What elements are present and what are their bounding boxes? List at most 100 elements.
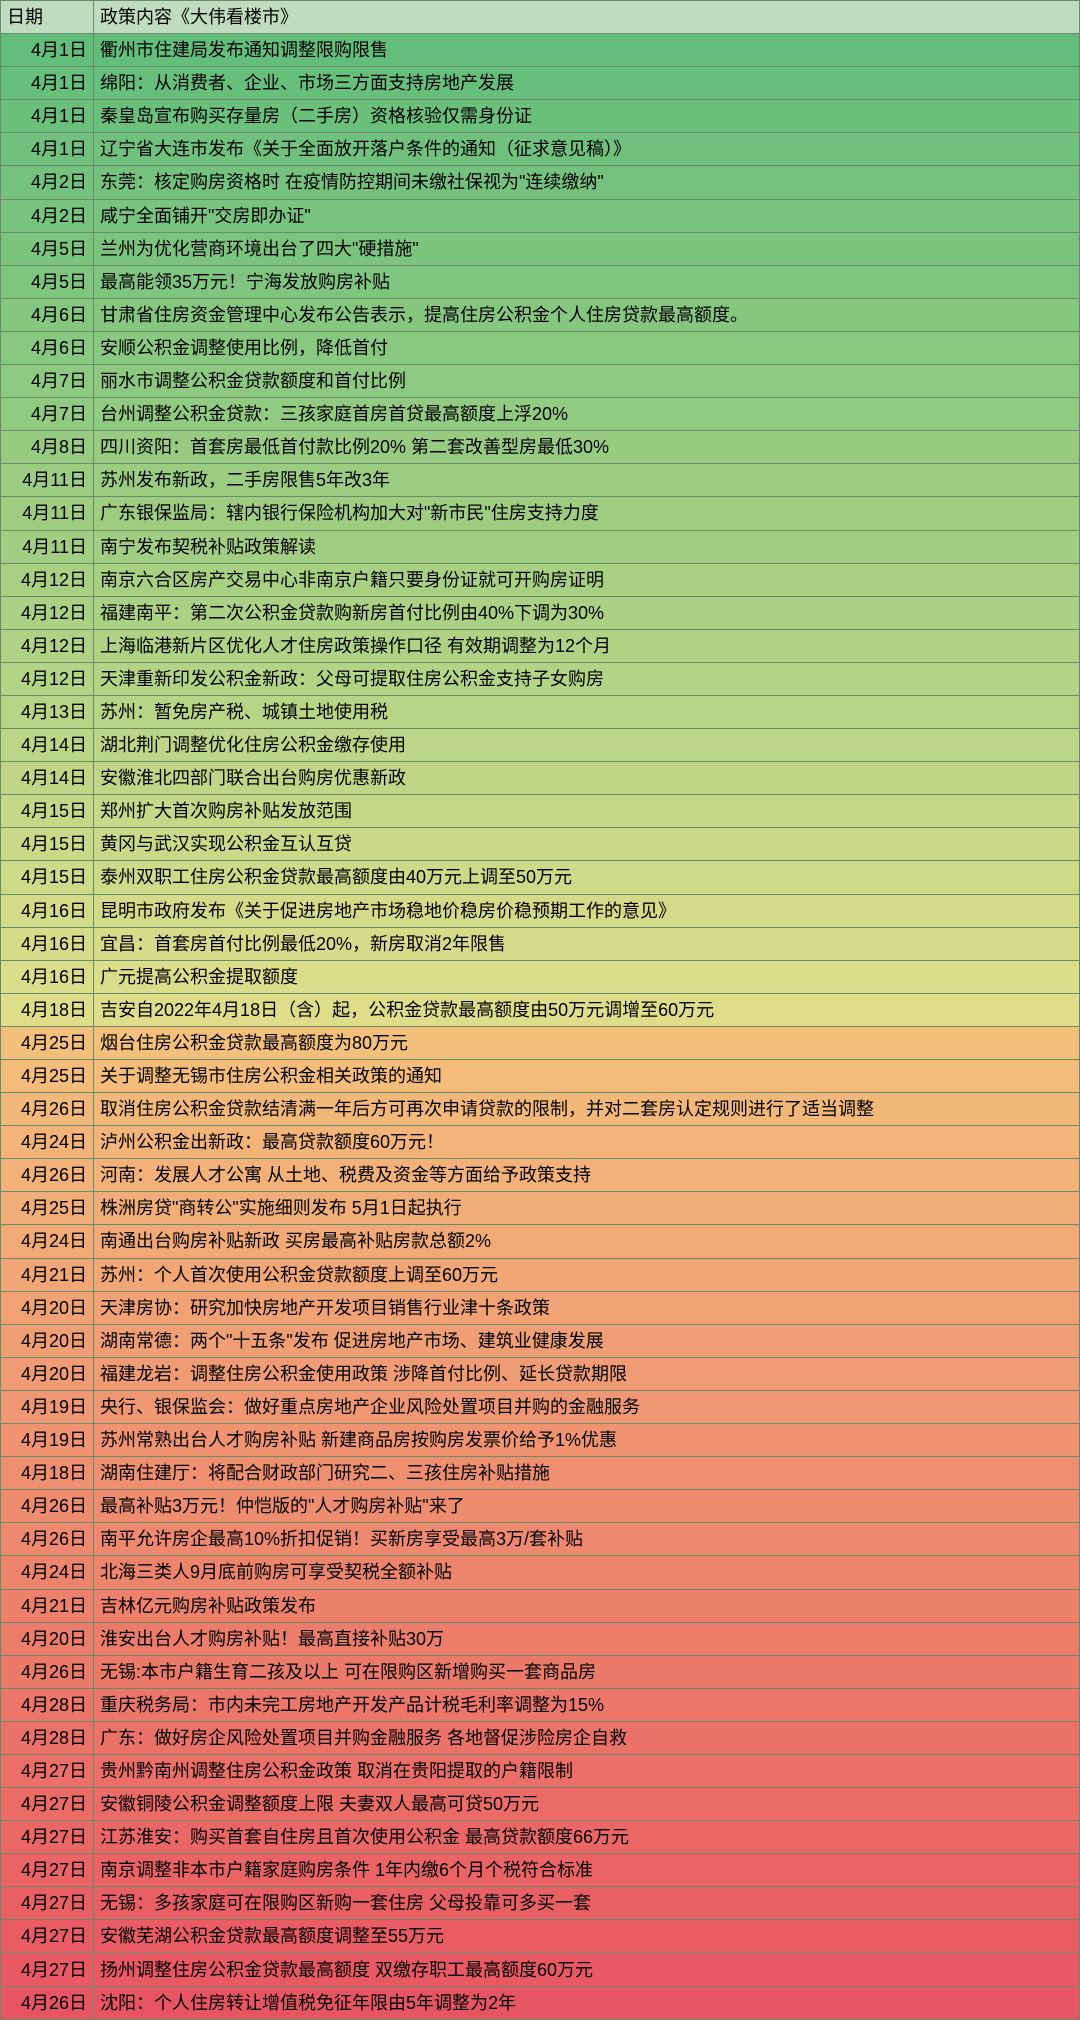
- table-row: 4月6日甘肃省住房资金管理中心发布公告表示，提高住房公积金个人住房贷款最高额度。: [1, 298, 1080, 331]
- table-row: 4月28日重庆税务局：市内未完工房地产开发产品计税毛利率调整为15%: [1, 1688, 1080, 1721]
- content-cell: 关于调整无锡市住房公积金相关政策的通知: [94, 1060, 1080, 1093]
- date-cell: 4月25日: [1, 1060, 94, 1093]
- table-row: 4月15日郑州扩大首次购房补贴发放范围: [1, 795, 1080, 828]
- date-cell: 4月21日: [1, 1589, 94, 1622]
- date-cell: 4月1日: [1, 133, 94, 166]
- date-cell: 4月27日: [1, 1920, 94, 1953]
- content-cell: 黄冈与武汉实现公积金互认互贷: [94, 828, 1080, 861]
- table-row: 4月28日广东：做好房企风险处置项目并购金融服务 各地督促涉险房企自救: [1, 1721, 1080, 1754]
- content-cell: 苏州发布新政，二手房限售5年改3年: [94, 464, 1080, 497]
- table-row: 4月24日南通出台购房补贴新政 买房最高补贴房款总额2%: [1, 1225, 1080, 1258]
- table-row: 4月16日宜昌：首套房首付比例最低20%，新房取消2年限售: [1, 927, 1080, 960]
- date-cell: 4月15日: [1, 795, 94, 828]
- date-cell: 4月20日: [1, 1357, 94, 1390]
- table-row: 4月1日秦皇岛宣布购买存量房（二手房）资格核验仅需身份证: [1, 100, 1080, 133]
- content-cell: 吉安自2022年4月18日（含）起，公积金贷款最高额度由50万元调增至60万元: [94, 993, 1080, 1026]
- date-cell: 4月5日: [1, 265, 94, 298]
- date-cell: 4月12日: [1, 629, 94, 662]
- date-cell: 4月12日: [1, 596, 94, 629]
- table-row: 4月27日安徽芜湖公积金贷款最高额度调整至55万元: [1, 1920, 1080, 1953]
- content-cell: 苏州：暂免房产税、城镇土地使用税: [94, 695, 1080, 728]
- content-cell: 东莞：核定购房资格时 在疫情防控期间未缴社保视为"连续缴纳": [94, 166, 1080, 199]
- content-cell: 吉林亿元购房补贴政策发布: [94, 1589, 1080, 1622]
- table-row: 4月18日吉安自2022年4月18日（含）起，公积金贷款最高额度由50万元调增至…: [1, 993, 1080, 1026]
- table-row: 4月7日台州调整公积金贷款：三孩家庭首房首贷最高额度上浮20%: [1, 398, 1080, 431]
- date-cell: 4月27日: [1, 1821, 94, 1854]
- content-cell: 南通出台购房补贴新政 买房最高补贴房款总额2%: [94, 1225, 1080, 1258]
- table-row: 4月27日贵州黔南州调整住房公积金政策 取消在贵阳提取的户籍限制: [1, 1754, 1080, 1787]
- content-cell: 甘肃省住房资金管理中心发布公告表示，提高住房公积金个人住房贷款最高额度。: [94, 298, 1080, 331]
- table-row: 4月12日南京六合区房产交易中心非南京户籍只要身份证就可开购房证明: [1, 563, 1080, 596]
- content-cell: 央行、银保监会：做好重点房地产企业风险处置项目并购的金融服务: [94, 1390, 1080, 1423]
- table-row: 4月5日兰州为优化营商环境出台了四大"硬措施": [1, 232, 1080, 265]
- content-cell: 兰州为优化营商环境出台了四大"硬措施": [94, 232, 1080, 265]
- content-cell: 秦皇岛宣布购买存量房（二手房）资格核验仅需身份证: [94, 100, 1080, 133]
- date-cell: 4月27日: [1, 1953, 94, 1986]
- content-cell: 南宁发布契税补贴政策解读: [94, 530, 1080, 563]
- table-row: 4月25日株洲房贷"商转公"实施细则发布 5月1日起执行: [1, 1192, 1080, 1225]
- content-cell: 天津房协：研究加快房地产开发项目销售行业津十条政策: [94, 1291, 1080, 1324]
- date-cell: 4月24日: [1, 1225, 94, 1258]
- date-cell: 4月11日: [1, 464, 94, 497]
- content-cell: 安徽芜湖公积金贷款最高额度调整至55万元: [94, 1920, 1080, 1953]
- policy-table: 日期 政策内容《大伟看楼市》 4月1日衢州市住建局发布通知调整限购限售4月1日绵…: [0, 0, 1080, 2020]
- date-cell: 4月1日: [1, 100, 94, 133]
- content-cell: 湖北荆门调整优化住房公积金缴存使用: [94, 729, 1080, 762]
- date-cell: 4月25日: [1, 1192, 94, 1225]
- content-cell: 广元提高公积金提取额度: [94, 960, 1080, 993]
- content-cell: 泰州双职工住房公积金贷款最高额度由40万元上调至50万元: [94, 861, 1080, 894]
- date-cell: 4月19日: [1, 1424, 94, 1457]
- content-cell: 郑州扩大首次购房补贴发放范围: [94, 795, 1080, 828]
- table-row: 4月26日河南：发展人才公寓 从土地、税费及资金等方面给予政策支持: [1, 1159, 1080, 1192]
- table-row: 4月12日福建南平：第二次公积金贷款购新房首付比例由40%下调为30%: [1, 596, 1080, 629]
- table-row: 4月2日咸宁全面铺开"交房即办证": [1, 199, 1080, 232]
- date-cell: 4月20日: [1, 1291, 94, 1324]
- content-cell: 上海临港新片区优化人才住房政策操作口径 有效期调整为12个月: [94, 629, 1080, 662]
- date-cell: 4月24日: [1, 1126, 94, 1159]
- date-cell: 4月25日: [1, 1026, 94, 1059]
- date-cell: 4月15日: [1, 828, 94, 861]
- table-row: 4月24日泸州公积金出新政：最高贷款额度60万元！: [1, 1126, 1080, 1159]
- date-cell: 4月15日: [1, 861, 94, 894]
- table-row: 4月21日苏州：个人首次使用公积金贷款额度上调至60万元: [1, 1258, 1080, 1291]
- table-row: 4月8日四川资阳：首套房最低首付款比例20% 第二套改善型房最低30%: [1, 431, 1080, 464]
- content-cell: 河南：发展人才公寓 从土地、税费及资金等方面给予政策支持: [94, 1159, 1080, 1192]
- content-cell: 最高能领35万元！宁海发放购房补贴: [94, 265, 1080, 298]
- content-cell: 扬州调整住房公积金贷款最高额度 双缴存职工最高额度60万元: [94, 1953, 1080, 1986]
- content-cell: 北海三类人9月底前购房可享受契税全额补贴: [94, 1556, 1080, 1589]
- date-cell: 4月27日: [1, 1788, 94, 1821]
- content-cell: 泸州公积金出新政：最高贷款额度60万元！: [94, 1126, 1080, 1159]
- table-row: 4月27日南京调整非本市户籍家庭购房条件 1年内缴6个月个税符合标准: [1, 1854, 1080, 1887]
- date-cell: 4月27日: [1, 1854, 94, 1887]
- content-cell: 沈阳：个人住房转让增值税免征年限由5年调整为2年: [94, 1986, 1080, 2019]
- content-cell: 烟台住房公积金贷款最高额度为80万元: [94, 1026, 1080, 1059]
- table-row: 4月26日取消住房公积金贷款结清满一年后方可再次申请贷款的限制，并对二套房认定规…: [1, 1093, 1080, 1126]
- content-cell: 安徽铜陵公积金调整额度上限 夫妻双人最高可贷50万元: [94, 1788, 1080, 1821]
- table-row: 4月27日安徽铜陵公积金调整额度上限 夫妻双人最高可贷50万元: [1, 1788, 1080, 1821]
- date-cell: 4月19日: [1, 1390, 94, 1423]
- table-row: 4月26日无锡:本市户籍生育二孩及以上 可在限购区新增购买一套商品房: [1, 1655, 1080, 1688]
- date-cell: 4月27日: [1, 1887, 94, 1920]
- table-row: 4月1日衢州市住建局发布通知调整限购限售: [1, 34, 1080, 67]
- content-cell: 南平允许房企最高10%折扣促销！买新房享受最高3万/套补贴: [94, 1523, 1080, 1556]
- table-row: 4月16日广元提高公积金提取额度: [1, 960, 1080, 993]
- date-cell: 4月18日: [1, 993, 94, 1026]
- table-row: 4月12日上海临港新片区优化人才住房政策操作口径 有效期调整为12个月: [1, 629, 1080, 662]
- content-cell: 南京调整非本市户籍家庭购房条件 1年内缴6个月个税符合标准: [94, 1854, 1080, 1887]
- table-row: 4月14日安徽淮北四部门联合出台购房优惠新政: [1, 762, 1080, 795]
- table-row: 4月18日湖南住建厅：将配合财政部门研究二、三孩住房补贴措施: [1, 1457, 1080, 1490]
- table-row: 4月20日淮安出台人才购房补贴！最高直接补贴30万: [1, 1622, 1080, 1655]
- content-cell: 湖南住建厅：将配合财政部门研究二、三孩住房补贴措施: [94, 1457, 1080, 1490]
- content-cell: 无锡：多孩家庭可在限购区新购一套住房 父母投靠可多买一套: [94, 1887, 1080, 1920]
- date-cell: 4月28日: [1, 1721, 94, 1754]
- date-cell: 4月1日: [1, 67, 94, 100]
- content-cell: 淮安出台人才购房补贴！最高直接补贴30万: [94, 1622, 1080, 1655]
- date-cell: 4月2日: [1, 199, 94, 232]
- date-cell: 4月7日: [1, 365, 94, 398]
- date-cell: 4月26日: [1, 1523, 94, 1556]
- content-cell: 衢州市住建局发布通知调整限购限售: [94, 34, 1080, 67]
- table-row: 4月27日江苏淮安：购买首套自住房且首次使用公积金 最高贷款额度66万元: [1, 1821, 1080, 1854]
- date-cell: 4月26日: [1, 1159, 94, 1192]
- table-row: 4月26日南平允许房企最高10%折扣促销！买新房享受最高3万/套补贴: [1, 1523, 1080, 1556]
- table-row: 4月25日烟台住房公积金贷款最高额度为80万元: [1, 1026, 1080, 1059]
